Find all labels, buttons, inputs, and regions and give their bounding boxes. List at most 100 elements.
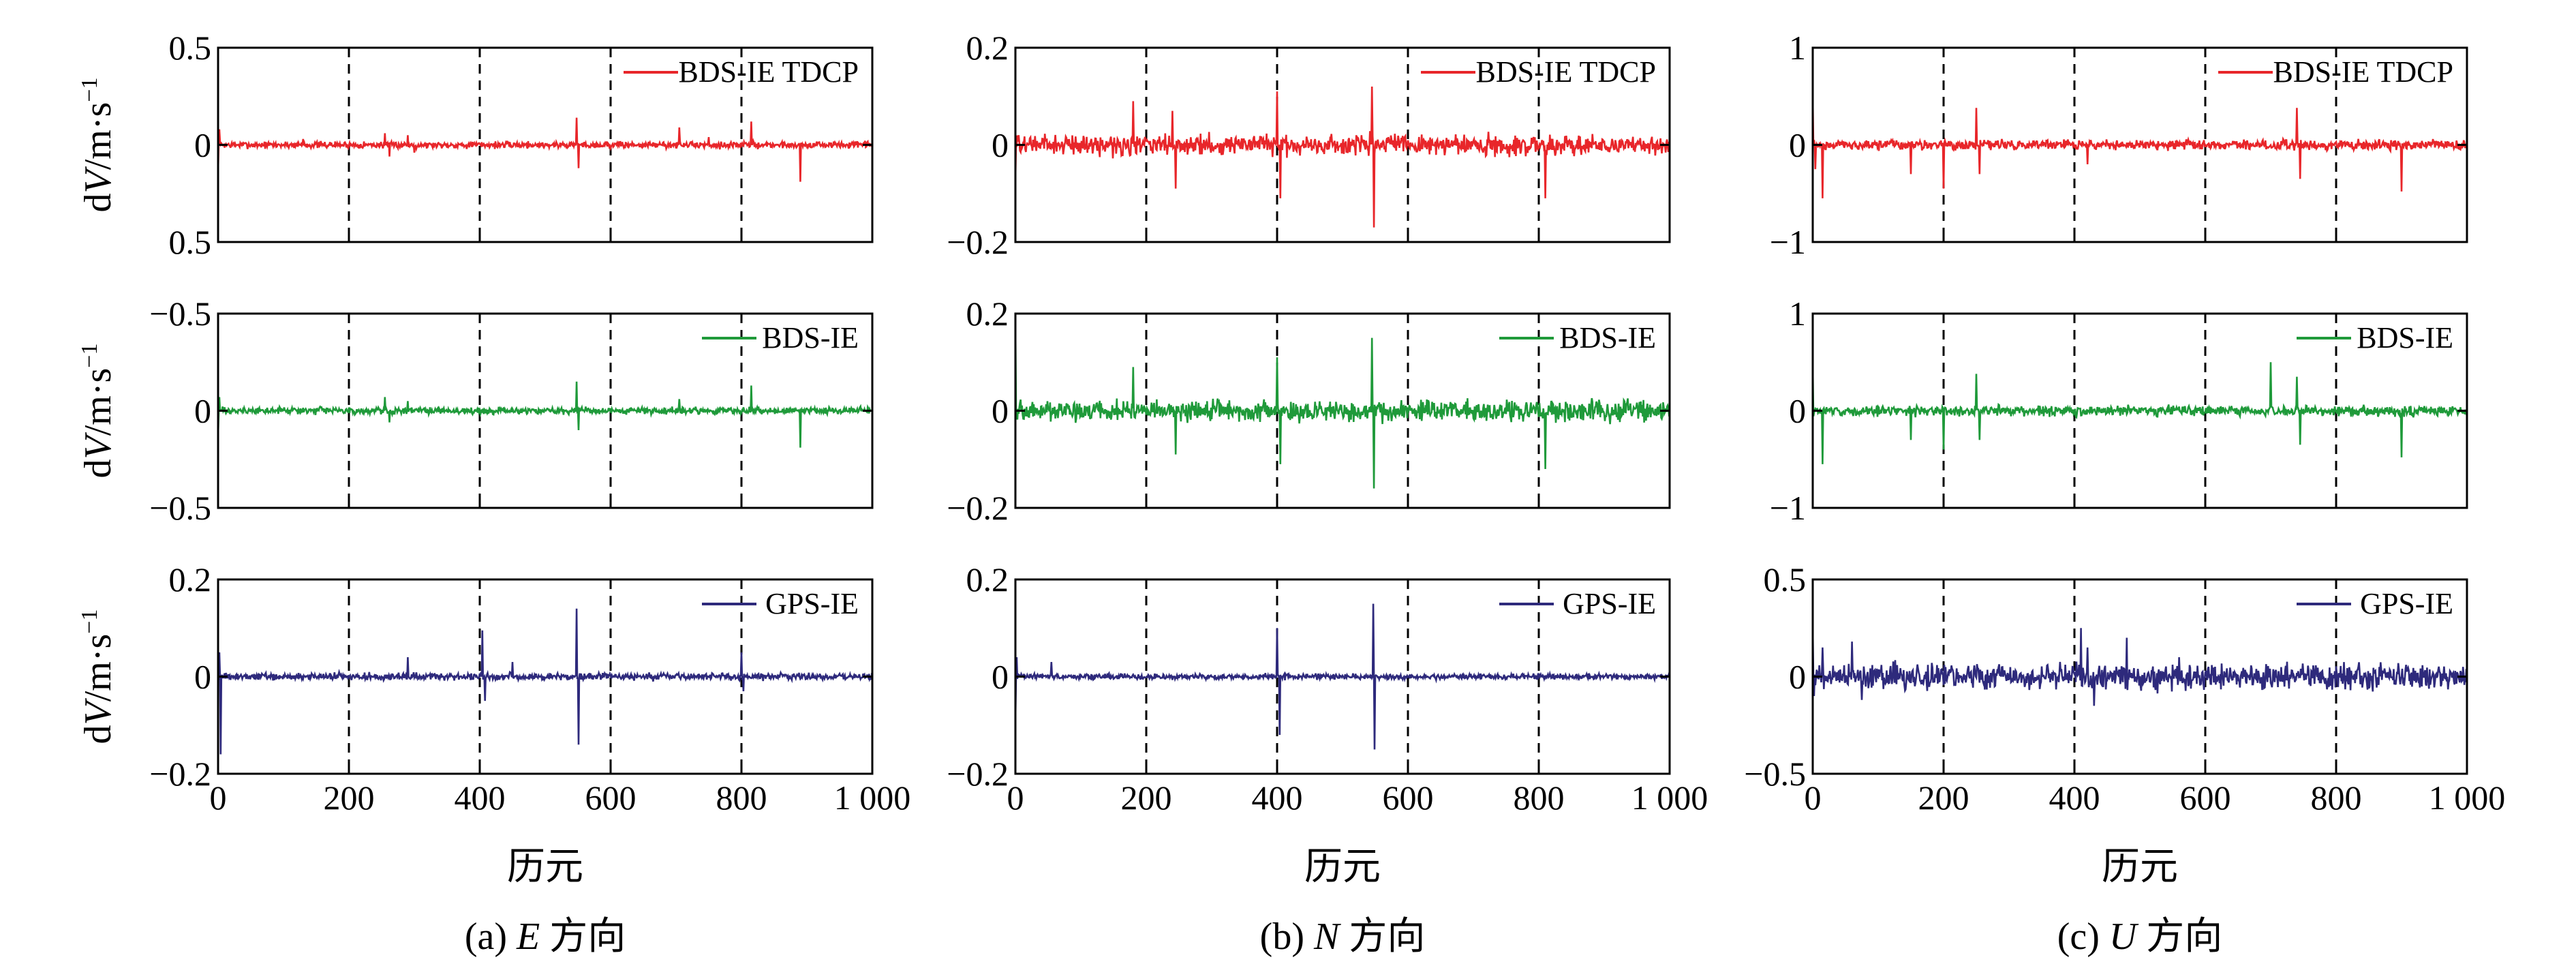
y-tick-label: −0.2 <box>149 755 211 793</box>
y-axis-title-prefix: d <box>77 725 119 744</box>
x-axis-title: 历元 <box>507 846 583 888</box>
series-line-bds-ie-tdcp <box>1811 98 2468 198</box>
caption-prefix: (c) <box>2057 916 2109 958</box>
series-line-gps-ie <box>217 608 874 755</box>
y-tick-label: 0 <box>194 658 211 696</box>
y-axis-title-prefix: d <box>77 459 119 478</box>
legend: BDS-IE TDCP <box>1421 55 1656 89</box>
y-axis-title-prefix: d <box>77 193 119 212</box>
y-axis-title-var: V <box>77 432 119 459</box>
x-tick-label: 800 <box>2311 779 2362 817</box>
y-axis-title-unit: /m·s <box>77 634 119 702</box>
x-tick-label: 800 <box>1514 779 1565 817</box>
y-axis-title-unit: /m·s <box>77 368 119 436</box>
y-tick-label: 0.5 <box>169 29 212 67</box>
y-tick-label: −1 <box>1770 223 1806 261</box>
panel-a-2: −0.5 0 −0.5 BDS-IE dV/m·s−1 <box>77 295 874 527</box>
x-tick-label: 400 <box>455 779 506 817</box>
y-tick-label: −0.5 <box>149 489 211 527</box>
legend-label: BDS-IE <box>2357 321 2453 354</box>
panel-c-1: 1 0 −1 BDS-IE TDCP <box>1770 29 2468 261</box>
y-axis-title-unit: /m·s <box>77 102 119 170</box>
legend: BDS-IE TDCP <box>2218 55 2453 89</box>
y-tick-label: −0.5 <box>149 295 211 333</box>
y-tick-label: 1 <box>1789 295 1806 333</box>
caption: (c) U 方向 <box>2057 916 2223 958</box>
x-tick-label: 600 <box>2180 779 2231 817</box>
legend: BDS-IE TDCP <box>624 55 859 89</box>
legend-label: BDS-IE <box>1559 321 1656 354</box>
legend: BDS-IE <box>2297 321 2453 354</box>
caption: (b) N 方向 <box>1260 916 1426 958</box>
y-tick-label: 0 <box>992 658 1009 696</box>
y-tick-label: 0.2 <box>966 560 1009 599</box>
series-line-gps-ie <box>1811 628 2468 706</box>
y-tick-label: −0.2 <box>947 489 1009 527</box>
legend-label: BDS-IE TDCP <box>2273 55 2453 89</box>
legend: GPS-IE <box>2297 587 2453 620</box>
legend-label: BDS-IE TDCP <box>679 55 859 89</box>
x-tick-label: 600 <box>1383 779 1434 817</box>
x-tick-label: 200 <box>1121 779 1172 817</box>
y-tick-label: −1 <box>1770 489 1806 527</box>
x-tick-label: 0 <box>210 779 227 817</box>
x-tick-label: 400 <box>2049 779 2100 817</box>
series-line-bds-ie <box>1811 362 2468 464</box>
series-line-bds-ie <box>217 381 873 448</box>
y-tick-label: 1 <box>1789 29 1806 67</box>
y-tick-label: 0 <box>194 392 211 430</box>
y-tick-label: −0.2 <box>947 223 1009 261</box>
y-axis-title: dV/m·s−1 <box>77 344 119 479</box>
series-line-bds-ie <box>1014 323 1671 489</box>
x-axis-title: 历元 <box>2102 846 2178 888</box>
y-axis-title-var: V <box>77 697 119 725</box>
legend: BDS-IE <box>702 321 859 354</box>
y-axis-title: dV/m·s−1 <box>77 609 119 744</box>
y-tick-label: −0.5 <box>1744 755 1806 793</box>
legend: GPS-IE <box>1499 587 1656 620</box>
y-axis-title: dV/m·s−1 <box>77 78 119 213</box>
legend-label: GPS-IE <box>2360 587 2453 620</box>
y-tick-label: 0 <box>992 392 1009 430</box>
legend: GPS-IE <box>702 587 859 620</box>
caption-var: E <box>516 916 540 958</box>
x-tick-label: 200 <box>324 779 375 817</box>
caption-suffix: 方向 <box>540 916 626 958</box>
panel-a-1: 0.5 0 0.5 BDS-IE TDCP dV/m·s−1 <box>77 29 874 261</box>
series-line-bds-ie-tdcp <box>1014 86 1671 228</box>
y-tick-label: 0.2 <box>966 295 1009 333</box>
y-tick-label: 0 <box>992 126 1009 164</box>
x-tick-label: 800 <box>716 779 767 817</box>
y-tick-label: −0.2 <box>947 755 1009 793</box>
x-tick-label: 200 <box>1918 779 1969 817</box>
caption-suffix: 方向 <box>2136 916 2222 958</box>
legend-label: GPS-IE <box>765 587 859 620</box>
y-tick-label: 0.5 <box>169 223 212 261</box>
x-tick-label: 600 <box>585 779 637 817</box>
y-tick-label: 0 <box>1789 392 1806 430</box>
caption-prefix: (a) <box>465 916 517 958</box>
x-axis-title: 历元 <box>1304 846 1381 888</box>
y-tick-label: 0.5 <box>1764 560 1807 599</box>
x-tick-label: 0 <box>1007 779 1024 817</box>
legend: BDS-IE <box>1499 321 1656 354</box>
y-tick-label: 0.2 <box>169 560 212 599</box>
caption-prefix: (b) <box>1260 916 1314 958</box>
y-axis-title-var: V <box>77 166 119 193</box>
y-tick-label: 0.2 <box>966 29 1009 67</box>
x-tick-label: 1 000 <box>1631 779 1708 817</box>
caption: (a) E 方向 <box>465 916 626 958</box>
y-tick-label: 0 <box>1789 658 1806 696</box>
series-line-gps-ie <box>1014 603 1671 750</box>
y-axis-title-exponent: −1 <box>77 78 102 102</box>
caption-var: N <box>1313 916 1341 958</box>
panel-c-2: 1 0 −1 BDS-IE <box>1770 295 2468 527</box>
x-tick-label: 0 <box>1805 779 1822 817</box>
x-tick-label: 400 <box>1252 779 1303 817</box>
